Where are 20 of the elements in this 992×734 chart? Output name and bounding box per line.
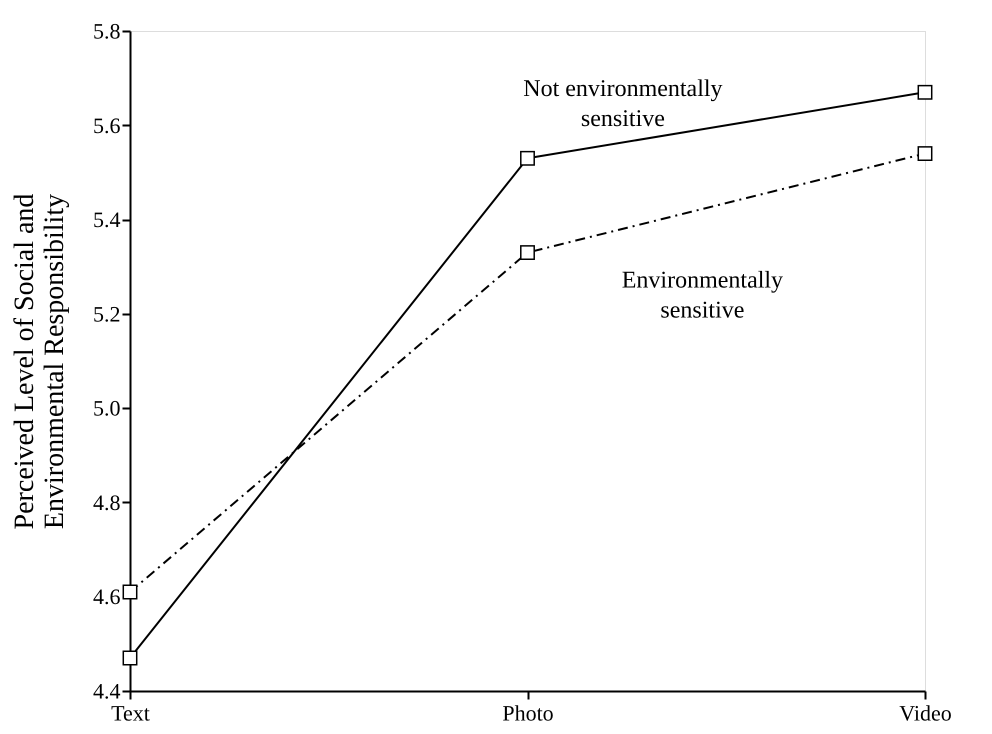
y-tick-label: 5.6 — [93, 112, 120, 138]
y-tick-label: 4.8 — [93, 490, 120, 515]
y-tick-label: 4.4 — [93, 678, 120, 704]
y-tick-label: 5.2 — [93, 301, 120, 326]
y-tick-label: 5.4 — [93, 207, 120, 232]
series-label: Not environmentally sensitive — [523, 76, 723, 132]
point — [918, 146, 932, 162]
point — [918, 84, 932, 100]
y-axis-title: Perceived Level of Social and Environmental Responsibility — [9, 194, 70, 530]
y-tick-label: 4.6 — [93, 584, 120, 610]
y-tick-label: 5.8 — [93, 18, 120, 44]
point — [520, 150, 535, 166]
point — [122, 584, 138, 600]
x-tick-label: Video — [899, 700, 952, 726]
point — [122, 650, 138, 666]
y-tick-label: 5.0 — [93, 396, 120, 421]
series-label: Environmentally sensitive — [622, 268, 784, 324]
x-tick-label: Text — [111, 700, 150, 726]
point — [520, 245, 535, 260]
x-tick-label: Photo — [502, 700, 554, 726]
